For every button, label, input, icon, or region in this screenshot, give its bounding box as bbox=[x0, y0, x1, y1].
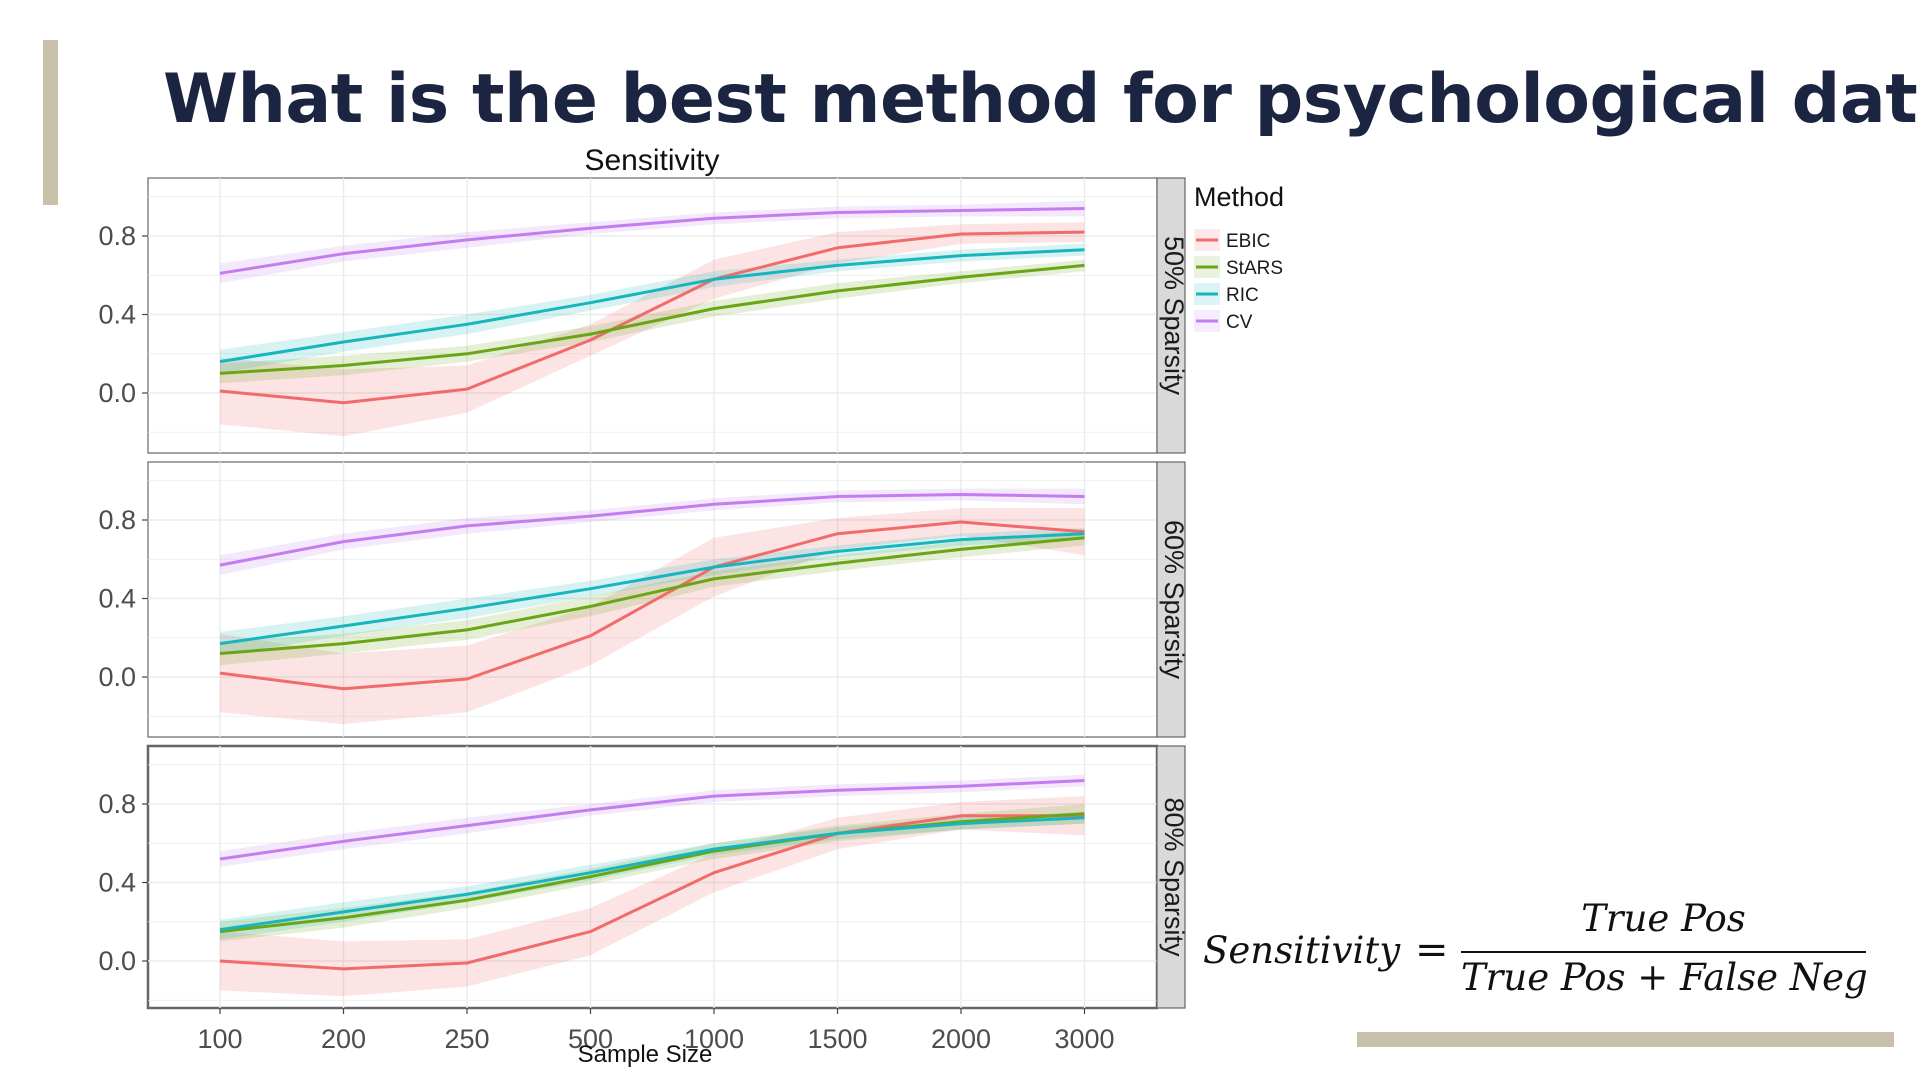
x-tick-label: 1000 bbox=[684, 1024, 744, 1054]
facet-panel-1: 0.0 0.4 0.8 50% Sparsity bbox=[98, 177, 1189, 454]
series-line-ebic bbox=[219, 230, 1085, 405]
y-tick-label: 0.4 bbox=[98, 300, 136, 330]
confidence-band-ebic bbox=[220, 222, 1085, 437]
facet-panel-3: 0.0 0.4 0.8 80% Sparsity bbox=[98, 744, 1189, 1010]
formula-equals: = bbox=[1415, 927, 1449, 973]
series-line-cv bbox=[219, 207, 1085, 275]
slide-title: What is the best method for psychologica… bbox=[163, 60, 1920, 139]
y-tick-label: 0.8 bbox=[98, 505, 136, 535]
series-line-stars bbox=[219, 263, 1085, 375]
y-tick-label: 0.0 bbox=[98, 946, 136, 976]
series-line-ric bbox=[219, 816, 1085, 932]
facet-strip-label: 60% Sparsity bbox=[1159, 520, 1189, 680]
facet-strip bbox=[1156, 177, 1186, 454]
legend-label-stars: StARS bbox=[1226, 258, 1283, 279]
series-line-ebic bbox=[219, 814, 1085, 971]
x-tick-label: 100 bbox=[197, 1024, 242, 1054]
panel-background bbox=[147, 461, 1158, 738]
confidence-band-ric bbox=[220, 527, 1085, 656]
y-tick-label: 0.0 bbox=[98, 378, 136, 408]
sensitivity-formula: Sensitivity = True Pos True Pos + False … bbox=[1203, 897, 1873, 1007]
x-tick-label: 200 bbox=[321, 1024, 366, 1054]
facet-panel-2: 0.0 0.4 0.8 60% Sparsity bbox=[98, 461, 1189, 738]
series-line-ric bbox=[219, 248, 1085, 364]
confidence-band-ebic bbox=[220, 796, 1085, 997]
panel-background bbox=[146, 744, 1159, 1010]
y-tick-label: 0.4 bbox=[98, 584, 136, 614]
series-line-cv bbox=[219, 779, 1085, 861]
series-line-ric bbox=[219, 532, 1085, 646]
series-line-stars bbox=[219, 812, 1085, 934]
bottom-accent-bar bbox=[1357, 1032, 1894, 1047]
series-line-stars bbox=[219, 536, 1085, 655]
confidence-band-ric bbox=[220, 243, 1085, 374]
x-tick-label: 2000 bbox=[931, 1024, 991, 1054]
confidence-band-ebic bbox=[220, 508, 1085, 725]
x-axis-label: Sample Size bbox=[578, 1041, 713, 1068]
x-tick-label: 1500 bbox=[807, 1024, 867, 1054]
legend: Method EBIC StARS RIC CV bbox=[1194, 182, 1284, 333]
facet-strip bbox=[1156, 461, 1186, 738]
y-tick-label: 0.8 bbox=[98, 789, 136, 819]
legend-label-cv: CV bbox=[1226, 312, 1253, 333]
formula-fraction-bar bbox=[1461, 951, 1866, 953]
facet-strip-label: 80% Sparsity bbox=[1159, 797, 1189, 957]
left-accent-bar bbox=[43, 40, 58, 205]
confidence-band-cv bbox=[220, 488, 1085, 575]
y-tick-label: 0.8 bbox=[98, 221, 136, 251]
legend-label-ric: RIC bbox=[1226, 285, 1259, 306]
confidence-band-stars bbox=[220, 529, 1085, 666]
legend-title: Method bbox=[1194, 182, 1284, 212]
legend-label-ebic: EBIC bbox=[1226, 231, 1270, 252]
formula-lhs: Sensitivity bbox=[1203, 929, 1401, 972]
chart-title: Sensitivity bbox=[584, 144, 719, 177]
facet-strip-label: 50% Sparsity bbox=[1159, 236, 1189, 396]
formula-numerator: True Pos bbox=[1581, 897, 1746, 940]
confidence-band-ric bbox=[220, 811, 1085, 940]
formula-fraction: True Pos True Pos + False Neg bbox=[1461, 897, 1868, 1007]
y-tick-label: 0.0 bbox=[98, 662, 136, 692]
x-tick-label: 500 bbox=[568, 1024, 613, 1054]
series-line-cv bbox=[219, 493, 1085, 567]
formula-denominator: True Pos + False Neg bbox=[1461, 956, 1868, 999]
series-line-ebic bbox=[219, 520, 1085, 691]
y-tick-label: 0.4 bbox=[98, 868, 136, 898]
x-tick-label: 250 bbox=[444, 1024, 489, 1054]
facet-strip bbox=[1156, 745, 1186, 1009]
x-tick-label: 3000 bbox=[1054, 1024, 1114, 1054]
confidence-band-stars bbox=[220, 804, 1085, 942]
